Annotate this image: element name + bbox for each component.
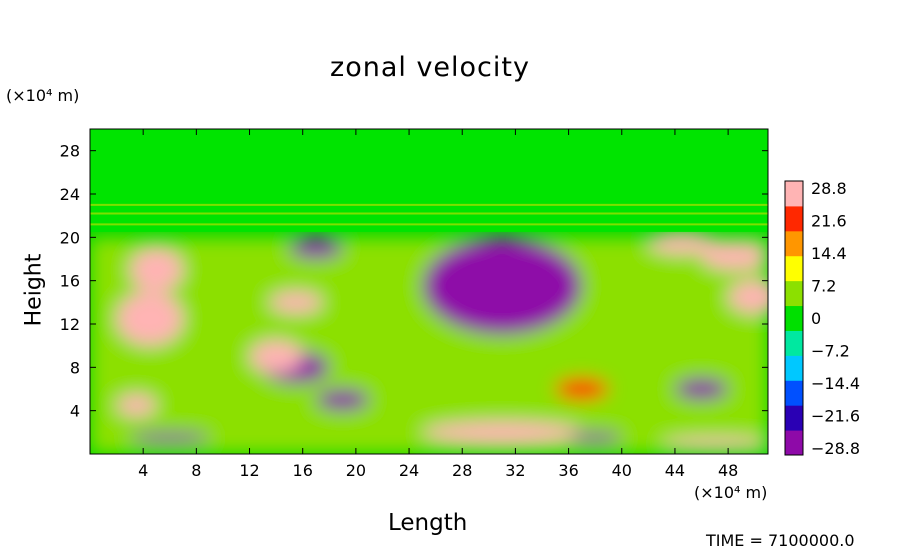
x-tick-label: 16 bbox=[293, 461, 313, 480]
colorbar-swatch bbox=[785, 305, 803, 331]
colorbar-label: −28.8 bbox=[811, 439, 860, 458]
plot-frame bbox=[89, 128, 769, 455]
field-blob-10 bbox=[728, 280, 768, 314]
y-tick-label: 4 bbox=[70, 402, 80, 421]
field-blob-6 bbox=[289, 237, 343, 259]
x-tick-label: 28 bbox=[452, 461, 472, 480]
field-blob-2 bbox=[129, 248, 184, 292]
colorbar-swatch bbox=[785, 230, 803, 257]
field-blob-1 bbox=[422, 237, 582, 335]
colorbar-label: −7.2 bbox=[811, 342, 850, 361]
colorbar-swatch bbox=[785, 280, 803, 307]
y-tick-label: 28 bbox=[60, 142, 80, 161]
field-blob-9 bbox=[701, 242, 768, 270]
x-tick-label: 8 bbox=[191, 461, 201, 480]
x-tick-label: 40 bbox=[612, 461, 632, 480]
colorbar-label: 0 bbox=[811, 309, 821, 328]
x-tick-label: 12 bbox=[239, 461, 259, 480]
field-blob-5 bbox=[249, 340, 303, 373]
chart-title: zonal velocity bbox=[330, 52, 530, 83]
x-axis-ticks: 4 8 12 16 20 24 28 32 36 40 44 48 bbox=[138, 129, 738, 480]
field-blob-8 bbox=[648, 231, 715, 254]
velocity-field bbox=[90, 129, 768, 454]
field-blob-12 bbox=[674, 378, 729, 400]
y-axis-ticks: 4 8 12 16 20 24 28 bbox=[60, 142, 768, 421]
x-axis-unit: (×10⁴ m) bbox=[694, 483, 768, 502]
x-tick-label: 32 bbox=[505, 461, 525, 480]
colorbar-swatch bbox=[785, 181, 803, 207]
colorbar-label: 28.8 bbox=[811, 179, 847, 198]
colorbar-swatch bbox=[785, 380, 803, 406]
colorbar-label: −14.4 bbox=[811, 374, 860, 393]
colorbar-label: 21.6 bbox=[811, 212, 847, 231]
field-blob-3 bbox=[116, 291, 184, 346]
y-tick-label: 16 bbox=[60, 272, 80, 291]
colorbar-swatch bbox=[785, 405, 803, 431]
field-blob-7 bbox=[269, 291, 323, 314]
colorbar-swatch bbox=[785, 355, 803, 381]
x-tick-label: 20 bbox=[346, 461, 366, 480]
colorbar-swatch bbox=[785, 255, 803, 282]
upper-layer bbox=[90, 129, 768, 232]
y-tick-label: 20 bbox=[60, 228, 80, 247]
field-blob-17 bbox=[316, 389, 370, 411]
colorbar-swatch bbox=[785, 430, 803, 456]
y-tick-label: 8 bbox=[70, 358, 80, 377]
colorbar-label: −21.6 bbox=[811, 407, 860, 426]
x-tick-label: 36 bbox=[558, 461, 578, 480]
y-tick-label: 24 bbox=[60, 185, 80, 204]
x-tick-label: 24 bbox=[399, 461, 419, 480]
x-tick-label: 44 bbox=[665, 461, 685, 480]
field-blob-15 bbox=[422, 421, 582, 444]
colorbar-swatch bbox=[785, 330, 803, 356]
field-blob-16 bbox=[661, 437, 768, 449]
y-axis-unit: (×10⁴ m) bbox=[6, 86, 80, 105]
field-blob-18 bbox=[568, 432, 622, 444]
field-blob-14 bbox=[129, 432, 210, 444]
colorbar-frame bbox=[784, 180, 804, 456]
x-tick-label: 4 bbox=[138, 461, 148, 480]
field-blob-11 bbox=[555, 378, 609, 400]
colorbar-label: 14.4 bbox=[811, 244, 847, 263]
colorbar-label: 7.2 bbox=[811, 277, 836, 296]
field-blob-13 bbox=[116, 394, 157, 417]
y-tick-label: 12 bbox=[60, 315, 80, 334]
x-tick-label: 48 bbox=[718, 461, 738, 480]
x-axis-label: Length bbox=[388, 510, 468, 536]
colorbar: 28.8 21.6 14.4 7.2 0 −7.2 −14.4 −21.6 −28.8 bbox=[784, 179, 860, 458]
colorbar-swatch bbox=[785, 205, 803, 232]
